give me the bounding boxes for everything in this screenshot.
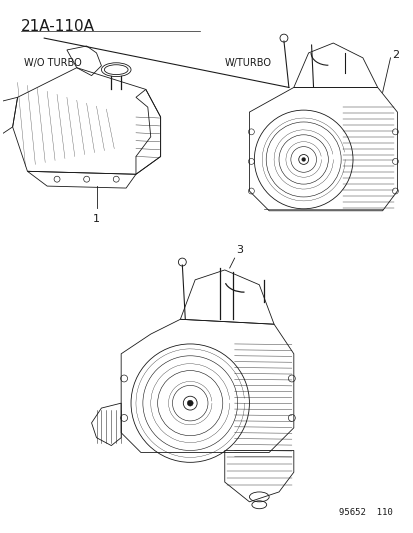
Text: 95652  110: 95652 110 <box>338 507 392 516</box>
Text: 21A-110A: 21A-110A <box>21 19 94 34</box>
Text: 2: 2 <box>392 50 399 60</box>
Text: 3: 3 <box>236 245 243 255</box>
Text: 1: 1 <box>93 214 100 224</box>
Text: W/O TURBO: W/O TURBO <box>24 58 82 68</box>
Circle shape <box>187 400 193 406</box>
Text: W/TURBO: W/TURBO <box>224 58 271 68</box>
Circle shape <box>301 157 305 161</box>
